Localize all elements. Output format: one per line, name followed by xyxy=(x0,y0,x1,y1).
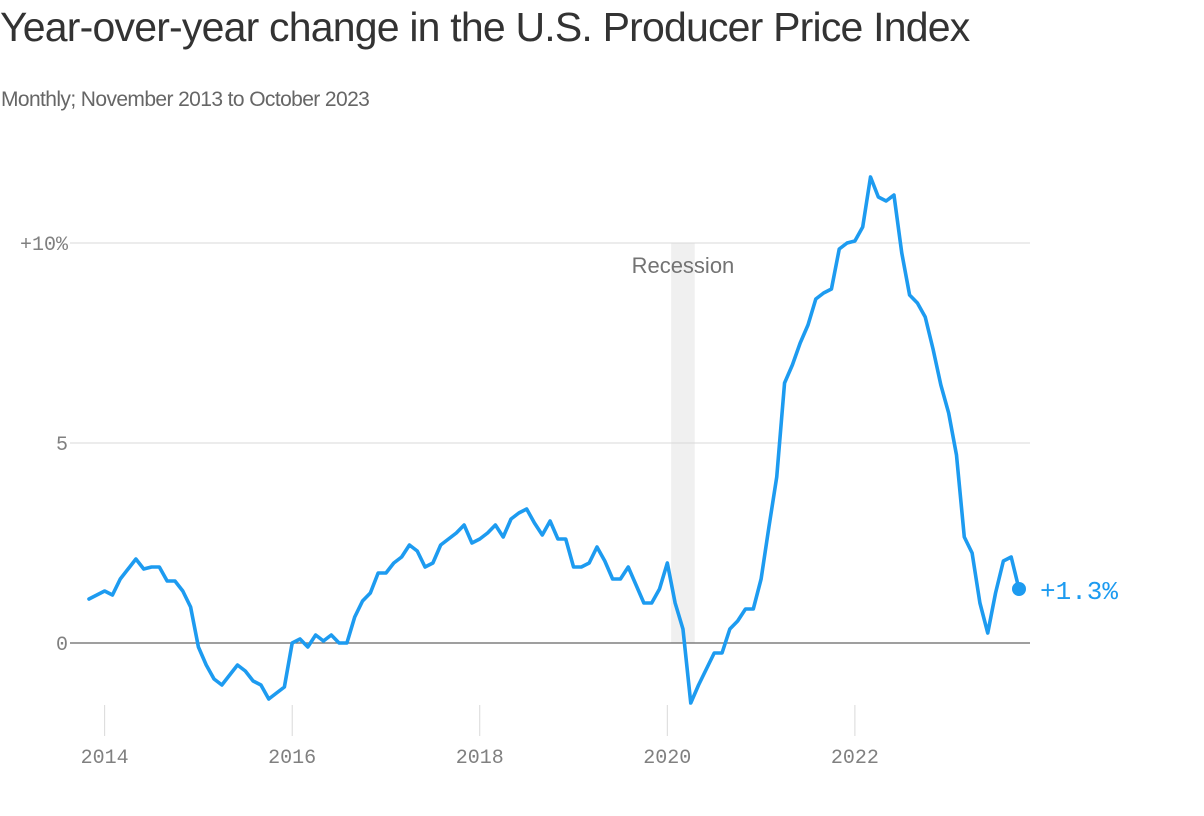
recession-label: Recession xyxy=(632,253,735,278)
last-point xyxy=(1012,582,1026,596)
x-tick-label: 2016 xyxy=(268,747,316,770)
label-layer: Recession +1.3% xyxy=(632,253,1119,607)
chart-subtitle: Monthly; November 2013 to October 2023 xyxy=(1,88,370,111)
axis-layer: +10% 5 0 2014 2016 2018 2020 2022 xyxy=(20,234,879,770)
x-tick-label: 2020 xyxy=(643,747,691,770)
last-value-label: +1.3% xyxy=(1040,577,1118,607)
series-line xyxy=(87,175,1021,705)
y-tick-label: +10% xyxy=(20,234,69,257)
x-tick-label: 2022 xyxy=(831,747,879,770)
x-tick-label: 2014 xyxy=(81,747,129,770)
y-tick-label: 5 xyxy=(56,434,68,457)
x-tick-label: 2018 xyxy=(456,747,504,770)
chart-title: Year-over-year change in the U.S. Produc… xyxy=(0,4,970,50)
series-layer xyxy=(87,175,1026,705)
grid-layer xyxy=(70,242,1030,644)
y-tick-label: 0 xyxy=(56,634,68,657)
